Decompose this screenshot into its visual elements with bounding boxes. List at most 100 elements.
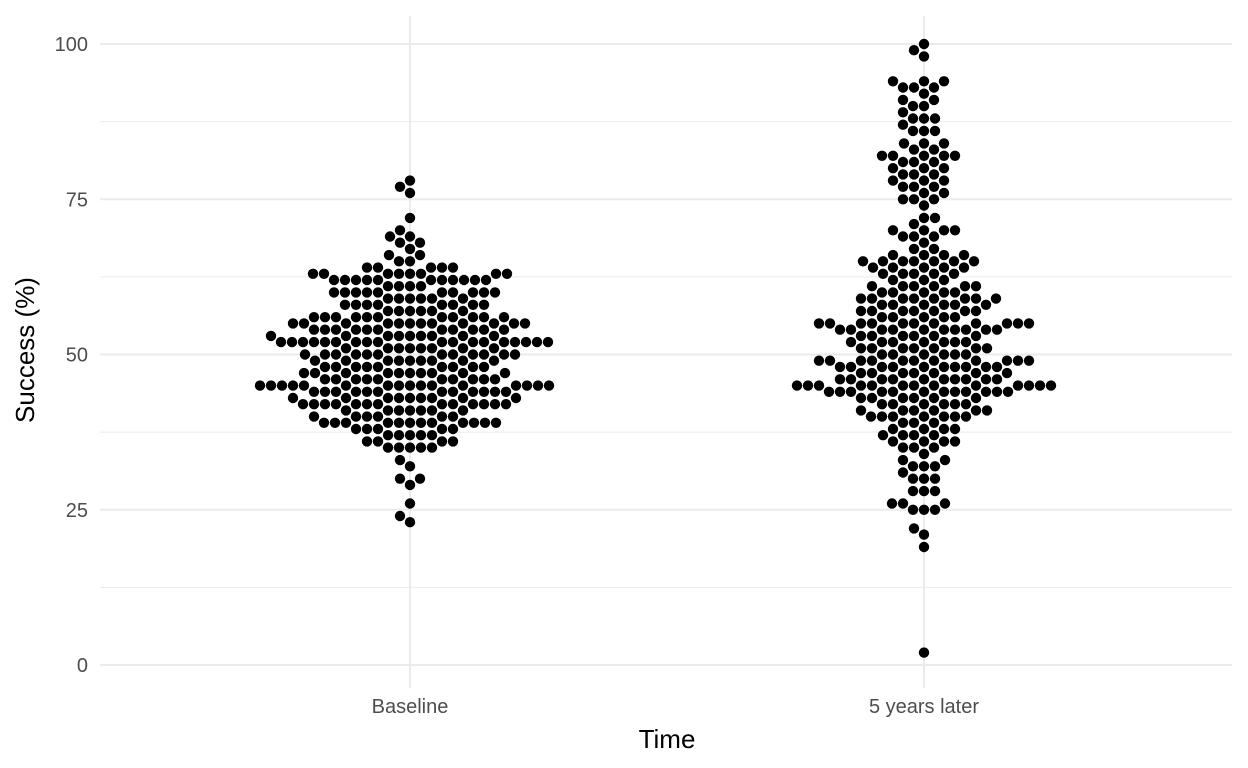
data-point — [908, 330, 920, 342]
data-point — [918, 529, 930, 540]
data-point — [949, 411, 961, 422]
data-point — [426, 367, 438, 379]
data-point — [393, 318, 405, 329]
data-point — [330, 312, 342, 323]
data-point — [350, 312, 362, 323]
data-point — [928, 82, 940, 93]
data-point — [382, 343, 394, 354]
data-point — [457, 380, 469, 391]
data-point — [1023, 380, 1035, 391]
data-point — [897, 405, 909, 416]
data-point — [897, 293, 909, 304]
data-point — [928, 144, 940, 155]
data-point — [1001, 367, 1013, 379]
data-point — [404, 256, 416, 267]
data-point — [887, 274, 899, 286]
data-point — [488, 330, 500, 342]
data-point — [447, 287, 459, 298]
data-point — [928, 380, 940, 391]
data-point — [845, 324, 857, 335]
data-point — [498, 324, 510, 335]
data-point — [350, 299, 362, 310]
data-point — [339, 274, 351, 286]
data-point — [908, 367, 920, 379]
data-point — [404, 243, 416, 255]
data-point — [845, 386, 857, 397]
data-point — [938, 299, 950, 310]
data-point — [307, 268, 319, 279]
data-point — [404, 392, 416, 404]
data-point — [980, 324, 992, 335]
data-point — [918, 423, 930, 435]
data-point — [929, 485, 941, 497]
data-point — [415, 417, 427, 428]
data-point — [361, 274, 373, 286]
data-point — [970, 293, 982, 304]
data-point — [1002, 386, 1014, 397]
data-point — [918, 349, 930, 360]
data-point — [929, 461, 941, 472]
data-point — [414, 473, 426, 484]
data-point — [372, 399, 384, 410]
data-point — [426, 343, 438, 354]
data-point — [467, 374, 479, 385]
data-point — [928, 181, 940, 192]
data-point — [415, 355, 427, 366]
data-point — [908, 218, 920, 230]
data-point — [467, 299, 479, 310]
data-point — [938, 399, 950, 410]
data-point — [372, 361, 384, 373]
data-point — [415, 318, 427, 329]
data-point — [372, 411, 384, 422]
data-point — [918, 225, 930, 236]
data-point — [970, 281, 982, 292]
data-point — [908, 268, 920, 279]
data-point — [393, 442, 405, 453]
data-point — [426, 330, 438, 342]
data-point — [361, 361, 373, 373]
data-point — [318, 417, 330, 428]
data-point — [478, 386, 490, 397]
data-point — [404, 498, 416, 509]
data-point — [404, 405, 416, 416]
data-point — [457, 405, 469, 416]
y-tick-label: 25 — [66, 500, 88, 522]
data-point — [350, 374, 362, 385]
y-tick-label: 100 — [55, 34, 88, 56]
data-point — [361, 299, 373, 310]
data-point — [918, 399, 930, 410]
data-point — [980, 299, 992, 310]
data-point — [938, 361, 950, 373]
data-point — [488, 355, 500, 366]
data-point — [350, 349, 362, 360]
data-point — [857, 256, 869, 267]
data-point — [361, 312, 373, 323]
data-point — [372, 287, 384, 298]
data-point — [877, 268, 889, 279]
data-point — [457, 318, 469, 329]
data-point — [1045, 380, 1057, 391]
data-point — [404, 430, 416, 441]
data-point — [908, 293, 920, 304]
data-point — [489, 287, 501, 298]
data-point — [350, 361, 362, 373]
data-point — [499, 367, 511, 379]
data-point — [845, 361, 857, 373]
data-point — [489, 374, 501, 385]
data-point — [948, 268, 960, 279]
data-point — [834, 361, 846, 373]
data-point — [340, 355, 352, 366]
data-point — [834, 374, 846, 385]
data-point — [887, 163, 899, 174]
data-point — [478, 399, 490, 410]
data-point — [928, 194, 940, 205]
data-point — [340, 318, 352, 329]
data-point — [866, 380, 878, 391]
data-point — [958, 249, 970, 261]
data-point — [372, 274, 384, 286]
data-point — [254, 380, 266, 391]
data-point — [918, 336, 930, 348]
data-point — [436, 411, 448, 422]
